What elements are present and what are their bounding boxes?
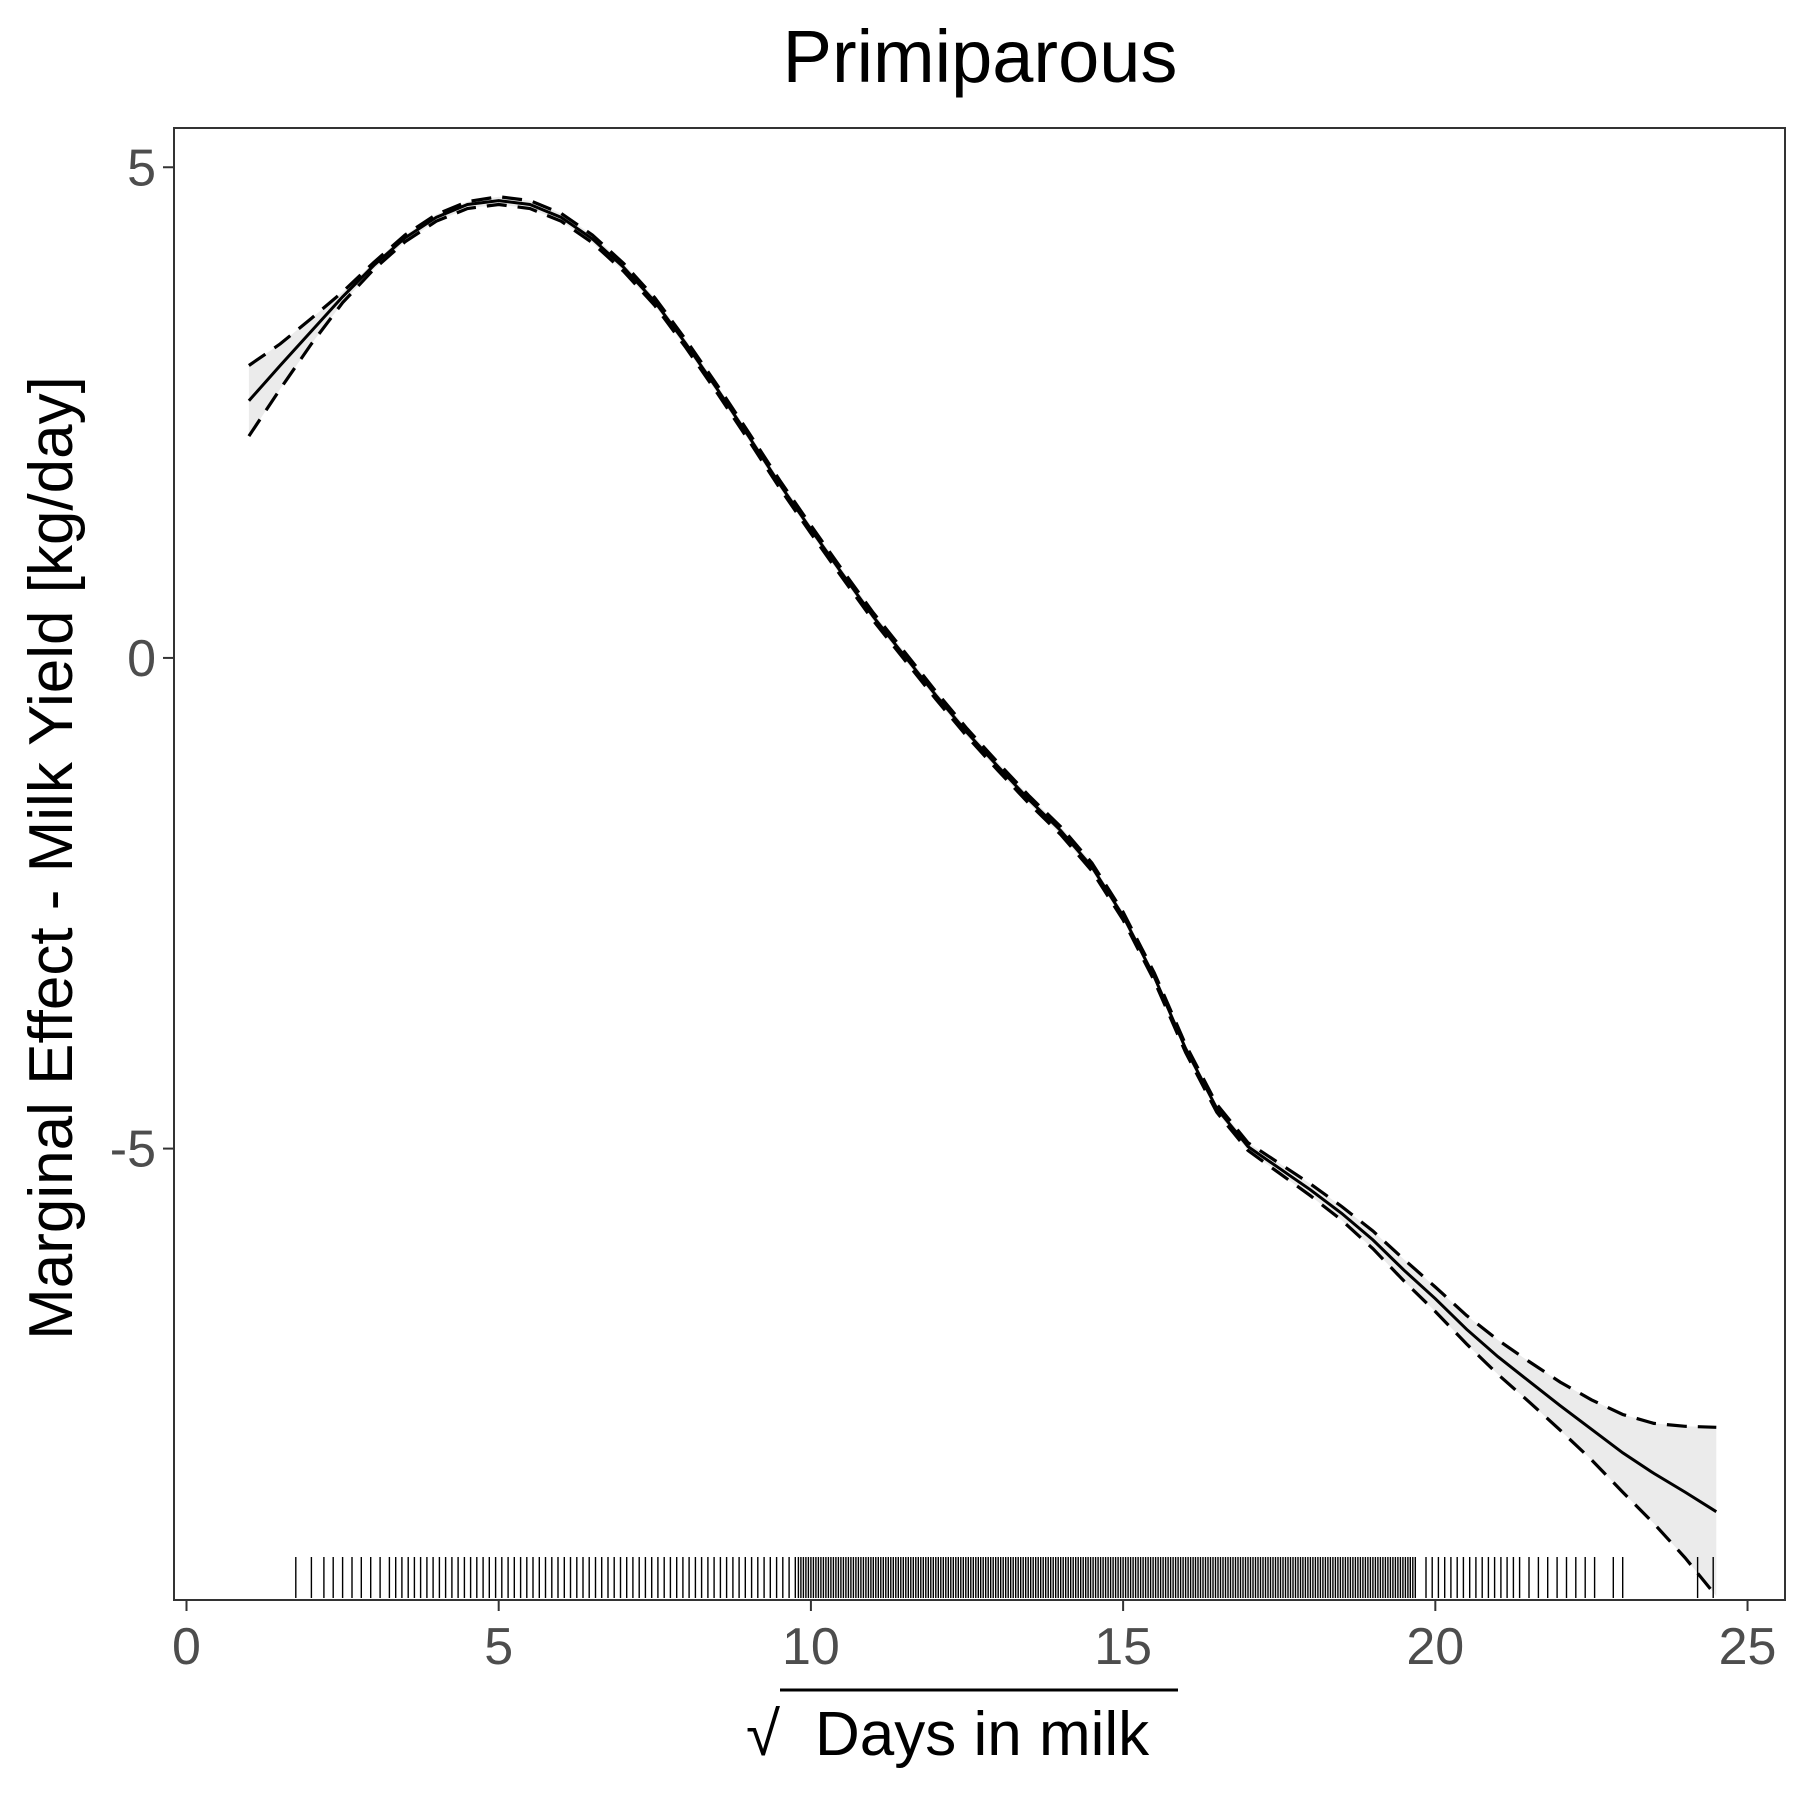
x-axis-label: Days in milk — [815, 1700, 1150, 1769]
plot-frame — [173, 127, 1786, 1601]
x-axis: 0 5 10 15 20 25 — [172, 1600, 1776, 1676]
y-tick-label: 0 — [127, 630, 156, 688]
x-tick-label: 15 — [1094, 1618, 1152, 1676]
x-tick-label: 5 — [484, 1618, 513, 1676]
lower-bound-line — [247, 202, 1718, 1598]
confidence-band — [248, 196, 1717, 1597]
rug-plot — [295, 1557, 1714, 1598]
y-tick-label: 5 — [127, 139, 156, 197]
y-tick-label: -5 — [110, 1121, 156, 1179]
x-tick-label: 10 — [782, 1618, 840, 1676]
y-axis: 5 0 -5 — [110, 139, 174, 1179]
upper-bound-line — [247, 195, 1717, 1429]
x-tick-label: 25 — [1719, 1618, 1777, 1676]
chart-title: Primiparous — [783, 15, 1178, 98]
y-axis-title: Marginal Effect - Milk Yield [kg/day] — [17, 376, 86, 1340]
x-tick-label: 20 — [1406, 1618, 1464, 1676]
estimate-line — [247, 199, 1718, 1513]
x-axis-title: √ Days in milk — [746, 1688, 1178, 1769]
x-axis-radical: √ — [746, 1700, 780, 1769]
plot-area — [173, 127, 1786, 1601]
x-tick-label: 0 — [172, 1618, 201, 1676]
